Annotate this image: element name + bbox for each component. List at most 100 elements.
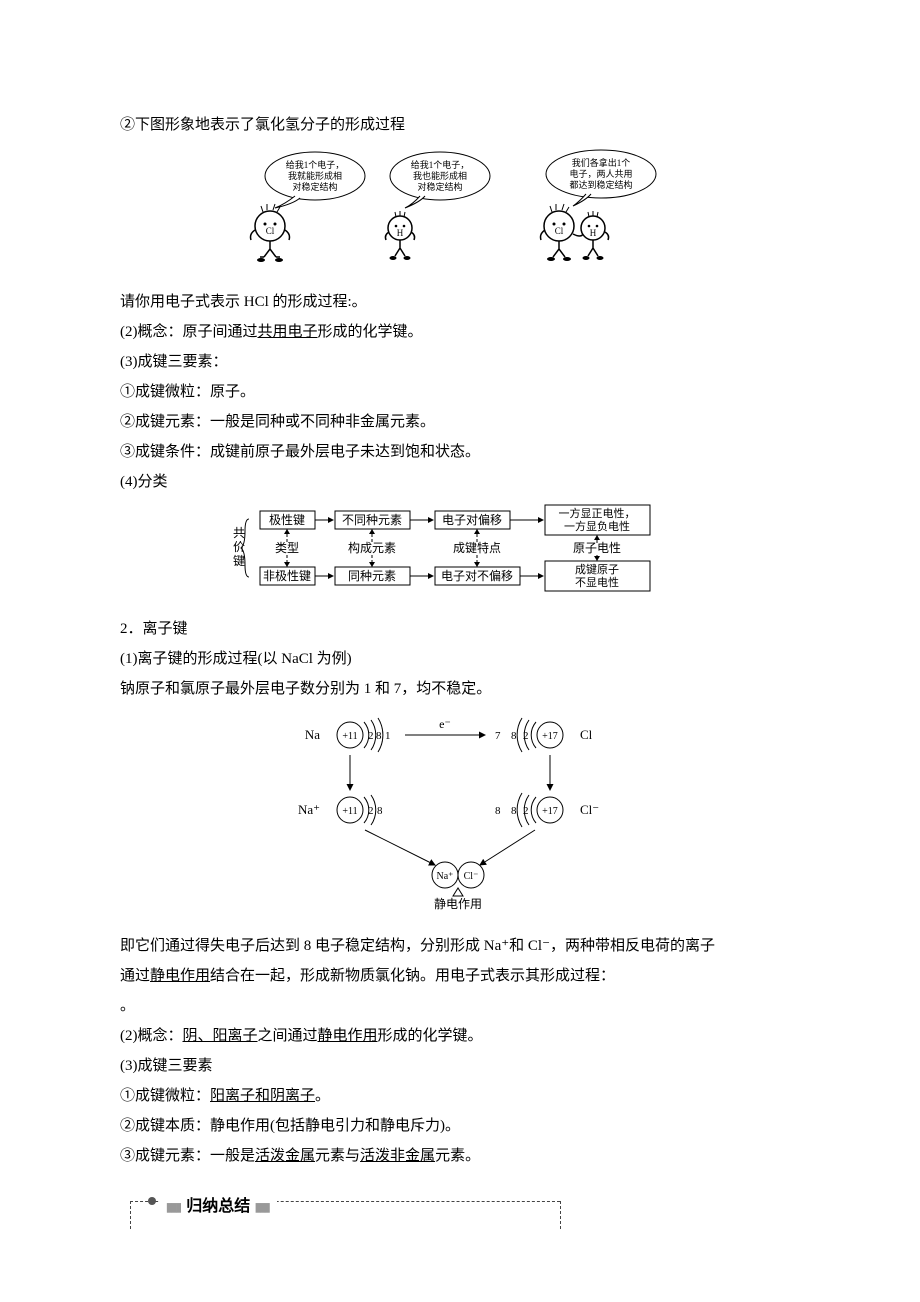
svg-text:电子对不偏移: 电子对不偏移 [441,568,513,583]
paragraph: (2)概念：原子间通过共用电子形成的化学键。 [120,317,800,347]
figure-covalent-classification: 共 价 键 极性键 不同种元素 电子对偏移 一方显正电性， 一方显负电性 [120,503,800,604]
svg-text:共: 共 [233,526,245,540]
text: 通过 [120,968,150,984]
svg-text:8: 8 [511,805,517,817]
svg-text:一方显负电性: 一方显负电性 [564,519,630,533]
summary-header: ▮▮▮ 归纳总结 ▮▮▮ [120,1189,800,1229]
paragraph: ③成键元素：一般是活泼金属元素与活泼非金属元素。 [120,1141,800,1171]
svg-text:2: 2 [523,805,529,817]
svg-text:Na⁺: Na⁺ [437,871,454,882]
underlined-term: 阴、阳离子 [183,1028,258,1044]
svg-text:对稳定结构: 对稳定结构 [292,181,337,192]
svg-text:Na: Na [305,727,320,742]
svg-text:键: 键 [233,554,245,568]
svg-text:极性键: 极性键 [269,513,305,527]
svg-text:我就能形成相: 我就能形成相 [288,170,342,181]
paragraph: (2)概念：阴、阳离子之间通过静电作用形成的化学键。 [120,1021,800,1051]
svg-text:静电作用: 静电作用 [434,897,482,910]
summary-label: ▮▮▮ 归纳总结 ▮▮▮ [160,1191,277,1223]
underlined-term: 活泼金属 [255,1148,315,1164]
svg-text:一方显正电性，: 一方显正电性， [559,506,636,520]
text: ③成键元素：一般是 [120,1148,255,1164]
paragraph: ①成键微粒：原子。 [120,377,800,407]
svg-text:+11: +11 [342,731,357,742]
svg-text:H: H [590,228,597,238]
paragraph: ②下图形象地表示了氯化氢分子的形成过程 [120,110,800,140]
text: 之间通过 [258,1028,318,1044]
paragraph: 即它们通过得失电子后达到 8 电子稳定结构，分别形成 Na⁺和 Cl⁻，两种带相… [120,931,800,961]
svg-text:2: 2 [368,730,374,742]
text: 形成的化学键。 [378,1028,483,1044]
text: 形成的化学键。 [318,324,423,340]
text: 结合在一起，形成新物质氯化钠。用电子式表示其形成过程： [210,968,615,984]
svg-text:2: 2 [368,805,374,817]
svg-text:7: 7 [495,730,501,742]
svg-text:e⁻: e⁻ [439,717,451,731]
svg-text:1: 1 [385,730,391,742]
svg-text:Cl: Cl [266,226,275,236]
figure-hcl-cartoon: 给我1个电子， 我就能形成相 对稳定结构 Cl [120,146,800,277]
text: (2)概念：原子间通过 [120,324,258,340]
paragraph: 钠原子和氯原子最外层电子数分别为 1 和 7，均不稳定。 [120,674,800,704]
svg-text:+11: +11 [342,806,357,817]
document-page: ②下图形象地表示了氯化氢分子的形成过程 给我1个电子， 我就能形成相 对稳定结构… [0,0,920,1302]
paragraph: 请你用电子式表示 HCl 的形成过程:。 [120,287,800,317]
svg-text:电子，两人共用: 电子，两人共用 [569,168,632,179]
paragraph: (3)成键三要素 [120,1051,800,1081]
svg-text:Cl⁻: Cl⁻ [464,871,479,882]
underlined-term: 静电作用 [150,968,210,984]
svg-text:H: H [397,228,404,238]
svg-text:都达到稳定结构: 都达到稳定结构 [569,179,632,190]
svg-text:类型: 类型 [275,541,299,555]
text: 元素。 [435,1148,480,1164]
text: 元素与 [315,1148,360,1164]
svg-text:2: 2 [523,730,529,742]
svg-text:+17: +17 [542,731,558,742]
paragraph: (1)离子键的形成过程(以 NaCl 为例) [120,644,800,674]
svg-text:不显电性: 不显电性 [575,575,619,589]
svg-text:我们各拿出1个: 我们各拿出1个 [572,157,631,168]
svg-text:成键特点: 成键特点 [453,540,501,555]
paragraph: ②成键元素：一般是同种或不同种非金属元素。 [120,407,800,437]
text: (2)概念： [120,1028,183,1044]
decorative-bars: ▮▮▮ [166,1200,180,1214]
figure-nacl-formation: Na +11 2 8 1 e⁻ +17 7 8 2 Cl [120,710,800,921]
decorative-bars: ▮▮▮ [255,1200,269,1214]
svg-text:同种元素: 同种元素 [348,569,396,583]
svg-text:+17: +17 [542,806,558,817]
paragraph: ①成键微粒：阳离子和阴离子。 [120,1081,800,1111]
svg-text:8: 8 [511,730,517,742]
paragraph: ③成键条件：成键前原子最外层电子未达到饱和状态。 [120,437,800,467]
paragraph: (4)分类 [120,467,800,497]
svg-text:我也能形成相: 我也能形成相 [413,170,467,181]
paragraph: ②成键本质：静电作用(包括静电引力和静电斥力)。 [120,1111,800,1141]
svg-text:Cl: Cl [580,727,593,742]
decorative-line [560,1201,561,1229]
svg-text:Cl: Cl [555,226,564,236]
svg-text:8: 8 [376,730,382,742]
text: ①成键微粒： [120,1088,210,1104]
svg-text:不同种元素: 不同种元素 [342,513,402,527]
svg-text:8: 8 [377,805,383,817]
svg-text:构成元素: 构成元素 [348,540,396,555]
underlined-term: 活泼非金属 [360,1148,435,1164]
decorative-line [130,1201,131,1229]
summary-title: 归纳总结 [186,1198,250,1215]
decorative-dot [148,1197,156,1205]
underlined-term: 共用电子 [258,324,318,340]
underlined-term: 阳离子和阴离子 [210,1088,315,1104]
underlined-term: 静电作用 [318,1028,378,1044]
svg-text:对稳定结构: 对稳定结构 [417,181,462,192]
svg-text:原子电性: 原子电性 [573,541,621,555]
svg-text:Cl⁻: Cl⁻ [580,802,599,817]
text: 。 [315,1088,330,1104]
svg-text:给我1个电子，: 给我1个电子， [411,159,470,170]
paragraph: (3)成键三要素： [120,347,800,377]
paragraph: 通过静电作用结合在一起，形成新物质氯化钠。用电子式表示其形成过程： [120,961,800,991]
svg-text:成键原子: 成键原子 [575,562,619,576]
paragraph: 。 [120,991,800,1021]
section-heading: 2．离子键 [120,614,800,644]
svg-text:电子对偏移: 电子对偏移 [442,512,502,527]
svg-text:非极性键: 非极性键 [263,569,311,583]
svg-text:8: 8 [495,805,501,817]
